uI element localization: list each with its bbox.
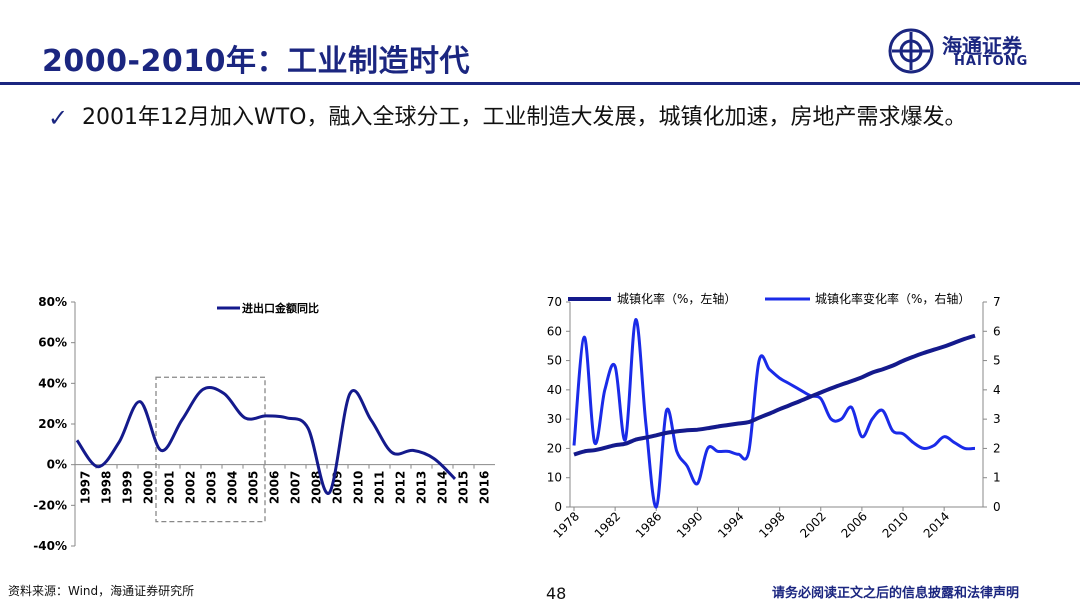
right-tick-label: 5 (993, 354, 1001, 368)
x-tick-label: 2010 (352, 471, 366, 504)
y-tick-label: 20% (38, 417, 67, 431)
x-tick-label: 2014 (921, 509, 952, 540)
x-tick-label: 2005 (247, 471, 261, 504)
bullet-point: ✓ 2001年12月加入WTO，融入全球分工，工业制造大发展，城镇化加速，房地产… (48, 100, 1038, 136)
title-divider (0, 82, 1080, 85)
right-tick-label: 0 (993, 500, 1001, 514)
y-tick-label: 40% (38, 376, 67, 390)
y-tick-label: 60% (38, 336, 67, 350)
x-tick-label: 1982 (592, 509, 623, 540)
x-tick-label: 1994 (715, 509, 746, 540)
x-tick-label: 2016 (478, 471, 492, 504)
x-tick-label: 1998 (756, 509, 787, 540)
logo-chinese-name: 海通证券 (942, 34, 1022, 58)
y-tick-label: 0% (47, 458, 67, 472)
legend-label: 进出口金额同比 (242, 301, 319, 315)
source-note: 资料来源：Wind，海通证券研究所 (8, 584, 195, 598)
left-tick-label: 10 (547, 471, 562, 485)
company-logo: 海通证券 HAITONG (888, 28, 1048, 74)
right-tick-label: 2 (993, 441, 1001, 455)
left-tick-label: 0 (554, 500, 562, 514)
x-tick-label: 2004 (226, 471, 240, 504)
bullet-text: 2001年12月加入WTO，融入全球分工，工业制造大发展，城镇化加速，房地产需求… (82, 105, 967, 130)
right-tick-label: 1 (993, 471, 1001, 485)
y-tick-label: -40% (33, 539, 67, 553)
x-tick-label: 1997 (79, 471, 93, 504)
legend-label-urbanization-rate: 城镇化率（%，左轴） (617, 291, 736, 306)
right-tick-label: 3 (993, 412, 1001, 426)
disclaimer-text: 请务必阅读正文之后的信息披露和法律声明 (772, 586, 1020, 601)
page-number: 48 (546, 584, 567, 603)
y-tick-label: -20% (33, 498, 67, 512)
x-tick-label: 2015 (457, 471, 471, 504)
x-tick-label: 2006 (268, 471, 282, 504)
right-tick-label: 6 (993, 324, 1001, 338)
logo-english-name: HAITONG (954, 54, 1029, 69)
left-tick-label: 60 (547, 324, 562, 338)
x-tick-label: 2011 (373, 471, 387, 504)
page-title: 2000-2010年：工业制造时代 (42, 44, 470, 79)
trade-growth-chart: 80% 60% 40% 20% 0% -20% -40% 1997 1998 1999 2000 20… (33, 295, 495, 553)
legend-label-urbanization-change: 城镇化率变化率（%，右轴） (815, 291, 970, 306)
y-tick-label: 80% (38, 295, 67, 309)
x-tick-label: 1990 (674, 509, 705, 540)
x-tick-label: 1998 (100, 471, 114, 504)
x-tick-label: 2006 (839, 509, 870, 540)
x-tick-label: 2014 (436, 471, 450, 504)
highlight-box (155, 376, 266, 523)
right-tick-label: 4 (993, 383, 1001, 397)
x-tick-label: 2003 (205, 471, 219, 504)
series-line-urbanization-rate (573, 333, 976, 457)
x-tick-label: 2000 (142, 471, 156, 504)
left-tick-label: 40 (547, 383, 562, 397)
left-tick-label: 30 (547, 412, 562, 426)
x-tick-label: 1999 (121, 471, 135, 504)
left-tick-label: 20 (547, 441, 562, 455)
x-tick-label: 2002 (797, 509, 828, 540)
x-tick-label: 2001 (163, 471, 177, 504)
series-line-trade-growth (75, 386, 457, 495)
left-tick-label: 70 (547, 295, 562, 309)
haitong-logo-icon (888, 28, 934, 74)
x-tick-label: 2007 (289, 471, 303, 504)
series-line-urbanization-change (572, 318, 976, 509)
left-tick-label: 50 (547, 354, 562, 368)
right-tick-label: 7 (993, 295, 1001, 309)
x-tick-label: 2012 (394, 471, 408, 504)
x-tick-label: 2013 (415, 471, 429, 504)
x-tick-label: 2010 (880, 509, 911, 540)
checkmark-icon: ✓ (48, 104, 69, 132)
x-tick-label: 2002 (184, 471, 198, 504)
x-tick-label: 1986 (633, 509, 664, 540)
